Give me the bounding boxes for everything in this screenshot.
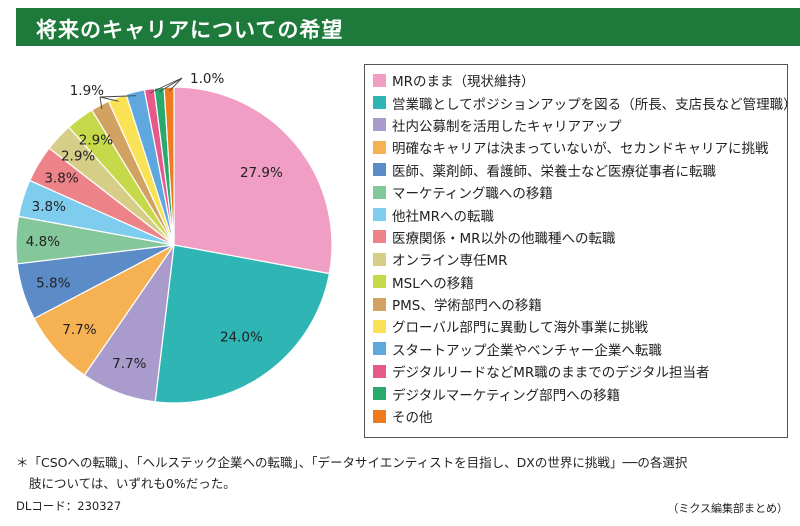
data-label: 27.9%	[240, 165, 283, 181]
legend-item: 社内公募制を活用したキャリアアップ	[373, 114, 787, 136]
pie-chart: 27.9% 24.0% 7.7% 7.7% 5.8% 4.8% 3.8% 3.8% 2.9%2.…	[15, 71, 333, 404]
legend-item: 医師、薬剤師、看護師、栄養士など医療従事者に転職	[373, 159, 787, 181]
legend-swatch	[373, 409, 386, 423]
legend-label: デジタルマーケティング部門への移籍	[392, 387, 621, 404]
group-label: 1.9%	[70, 83, 104, 99]
legend-label: 他社MRへの転職	[392, 208, 495, 225]
footnote: ＊「CSOへの転職」、「ヘルステック企業への転職」、「データサイエンティストを目…	[16, 452, 796, 494]
data-label: 4.8%	[26, 234, 60, 250]
data-label: 3.8%	[44, 171, 78, 187]
legend-item: その他	[373, 405, 787, 427]
footnote-line-2: 肢については、いずれも0%だった。	[29, 476, 236, 491]
group-label: 1.0%	[190, 71, 224, 87]
legend-label: 医療関係・MR以外の他職種への転職	[392, 230, 616, 247]
data-label: 24.0%	[220, 330, 263, 346]
legend-swatch	[373, 319, 386, 333]
pie-slice	[154, 244, 331, 404]
legend-item: スタートアップ企業やベンチャー企業へ転職	[373, 338, 787, 360]
legend-item: デジタルマーケティング部門への移籍	[373, 382, 787, 404]
legend-swatch	[373, 342, 386, 356]
legend-swatch	[373, 208, 386, 222]
legend-item: 明確なキャリアは決まっていないが、セカンドキャリアに挑戦	[373, 136, 787, 158]
legend-swatch	[373, 73, 386, 87]
legend-label: スタートアップ企業やベンチャー企業へ転職	[392, 342, 662, 359]
legend-swatch	[373, 185, 386, 199]
legend-label: マーケティング職への移籍	[392, 186, 553, 203]
data-label: 5.8%	[36, 276, 70, 292]
legend-swatch	[373, 364, 386, 378]
legend-label: MRのまま（現状維持）	[392, 74, 535, 91]
legend-swatch	[373, 230, 386, 244]
legend-item: 他社MRへの転職	[373, 203, 787, 225]
legend-item: 医療関係・MR以外の他職種への転職	[373, 226, 787, 248]
leader-lines	[99, 77, 183, 109]
leader-line	[159, 77, 183, 93]
dl-code: DLコード：230327	[16, 499, 122, 513]
legend-swatch	[373, 118, 386, 132]
legend-swatch	[373, 275, 386, 289]
legend-label: PMS、学術部門への移籍	[392, 298, 542, 315]
leader-line	[168, 77, 183, 92]
legend-item: MRのまま（現状維持）	[373, 69, 787, 91]
title-bar: 将来のキャリアについての希望	[16, 8, 800, 46]
pie-slice	[173, 86, 333, 275]
legend-label: 医師、薬剤師、看護師、栄養士など医療従事者に転職	[392, 163, 716, 180]
leader-line	[149, 77, 183, 94]
legend-swatch	[373, 96, 386, 110]
legend-label: グローバル部門に異動して海外事業に挑戦	[392, 320, 648, 337]
pie-slice	[163, 86, 175, 246]
legend-swatch	[373, 163, 386, 177]
legend-swatch	[373, 252, 386, 266]
source-credit: （ミクス編集部まとめ）	[667, 502, 788, 515]
data-label: 7.7%	[112, 356, 146, 372]
leader-line	[99, 95, 137, 98]
legend-item: グローバル部門に異動して海外事業に挑戦	[373, 315, 787, 337]
legend-item: 営業職としてポジションアップを図る（所長、支店長など管理職）	[373, 91, 797, 113]
legend-item: オンライン専任MR	[373, 248, 787, 270]
legend-label: オンライン専任MR	[392, 253, 508, 270]
legend-swatch	[373, 387, 386, 401]
legend-swatch	[373, 140, 386, 154]
legend: MRのまま（現状維持） 営業職としてポジションアップを図る（所長、支店長など管理職…	[364, 64, 797, 438]
pie-slices	[15, 86, 333, 404]
legend-item: デジタルリードなどMR職のままでのデジタル担当者	[373, 360, 787, 382]
chart-title: 将来のキャリアについての希望	[36, 18, 344, 42]
leader-line	[99, 96, 119, 102]
legend-label: MSLへの移籍	[392, 275, 474, 292]
legend-label: その他	[392, 410, 433, 427]
footnote-line-1: ＊「CSOへの転職」、「ヘルステック企業への転職」、「データサイエンティストを目…	[16, 455, 688, 470]
leader-line	[99, 96, 103, 109]
data-label: 3.8%	[32, 199, 66, 215]
legend-item: MSLへの移籍	[373, 271, 787, 293]
legend-item: PMS、学術部門への移籍	[373, 293, 787, 315]
legend-label: デジタルリードなどMR職のままでのデジタル担当者	[392, 365, 710, 382]
legend-label: 明確なキャリアは決まっていないが、セカンドキャリアに挑戦	[392, 141, 769, 158]
legend-label: 社内公募制を活用したキャリアアップ	[392, 118, 622, 135]
data-label: 2.9%	[61, 149, 95, 165]
legend-swatch	[373, 297, 386, 311]
legend-item: マーケティング職への移籍	[373, 181, 787, 203]
data-label: 2.9%	[79, 133, 113, 149]
legend-label: 営業職としてポジションアップを図る（所長、支店長など管理職）	[392, 96, 797, 113]
data-label: 7.7%	[62, 322, 96, 338]
data-labels: 27.9% 24.0% 7.7% 7.7% 5.8% 4.8% 3.8% 3.8% 2.9%2.…	[26, 71, 283, 372]
